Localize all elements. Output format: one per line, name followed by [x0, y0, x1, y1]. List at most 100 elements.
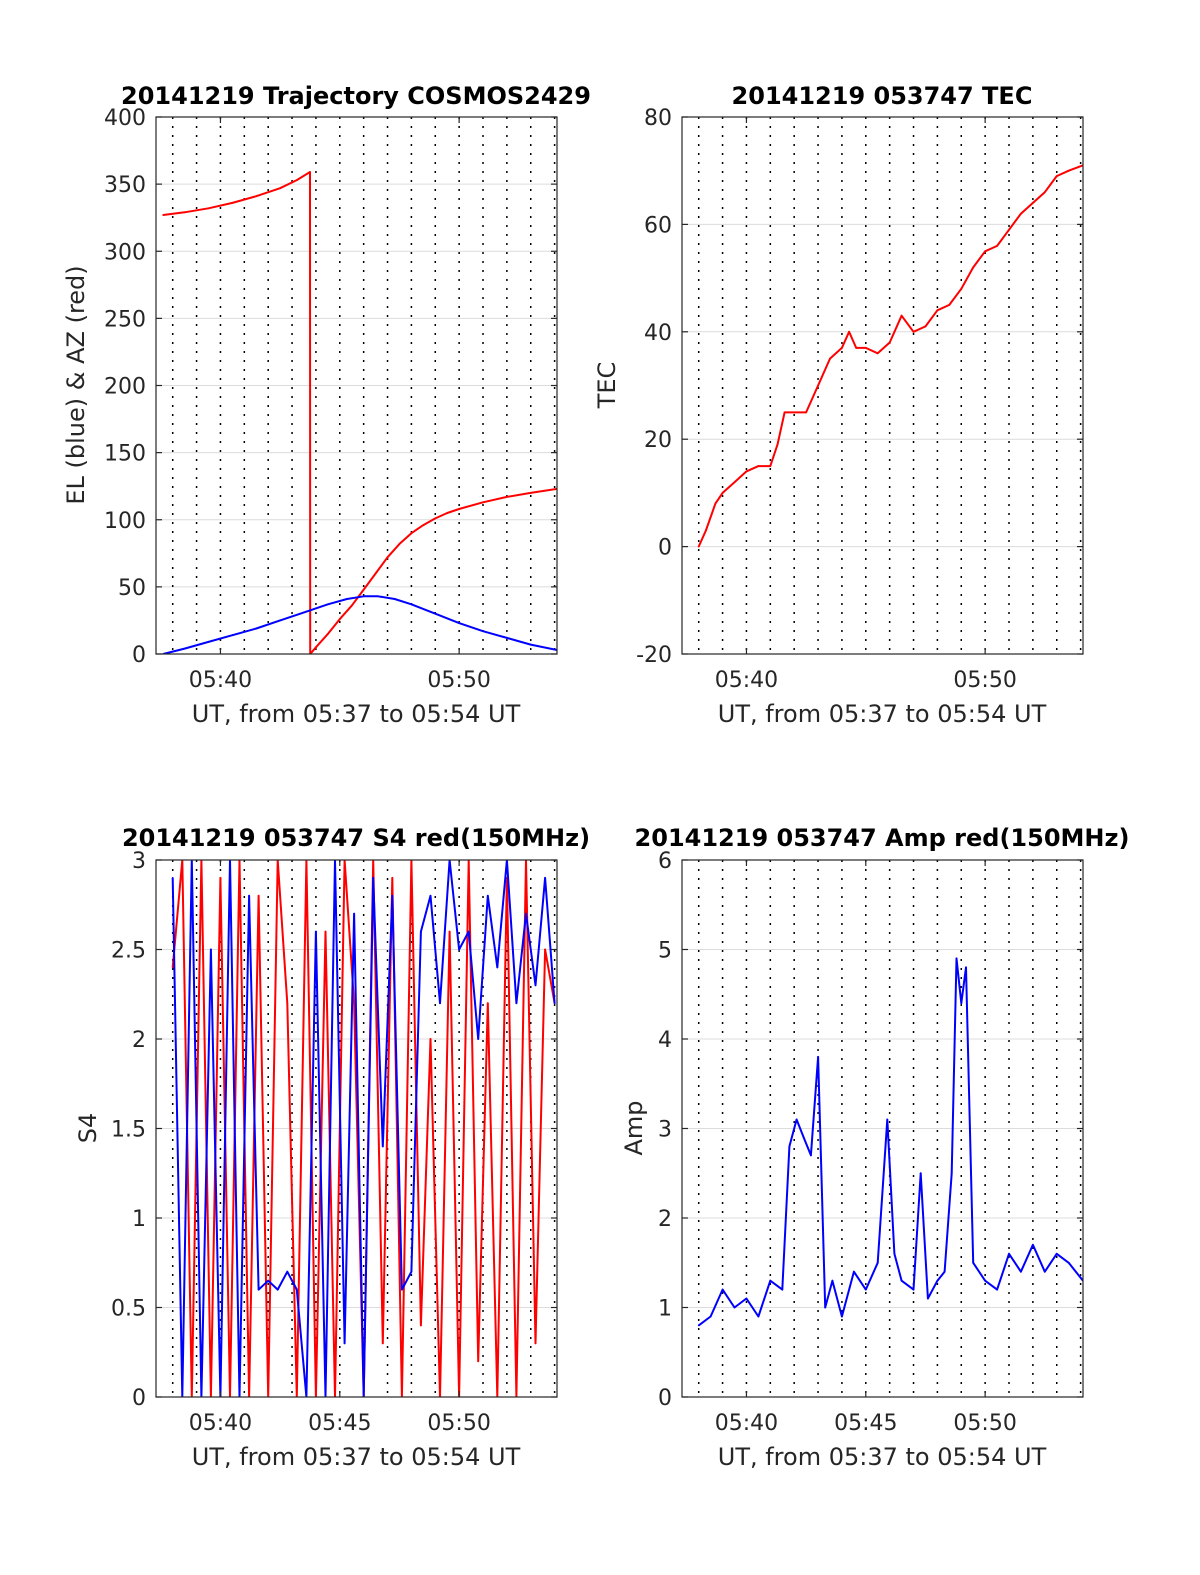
y-tick-label: 6 — [658, 849, 672, 874]
data-point — [467, 930, 470, 933]
data-point — [783, 411, 786, 414]
data-point — [309, 171, 311, 173]
data-point — [1067, 169, 1070, 172]
data-point — [855, 347, 858, 349]
data-point — [900, 1279, 903, 1282]
x-axis-label: UT, from 05:37 to 05:54 UT — [718, 1443, 1047, 1471]
data-point — [709, 1315, 712, 1318]
data-point — [295, 179, 298, 181]
data-point — [876, 1261, 879, 1264]
data-point — [829, 357, 831, 360]
data-point — [864, 1288, 867, 1291]
data-point — [943, 1270, 946, 1273]
data-point — [852, 1270, 855, 1273]
data-point — [936, 309, 939, 312]
data-point — [924, 325, 927, 328]
data-point — [1043, 1270, 1046, 1273]
data-point — [893, 1252, 896, 1255]
data-point — [374, 572, 377, 575]
series-line-blue — [171, 860, 556, 1397]
data-point — [171, 877, 174, 879]
data-point — [381, 1342, 384, 1345]
data-point — [420, 1324, 422, 1327]
data-point — [544, 877, 546, 879]
data-point — [257, 1288, 260, 1291]
data-point — [1055, 175, 1058, 177]
data-point — [486, 894, 489, 897]
y-tick-label: -20 — [636, 643, 672, 668]
data-point — [912, 330, 915, 333]
y-tick-label: 1 — [658, 1297, 672, 1322]
data-point — [544, 948, 546, 951]
x-tick-label: 05:50 — [427, 668, 490, 693]
data-point — [996, 1288, 998, 1291]
data-point — [733, 481, 736, 484]
y-tick-label: 0 — [132, 1386, 146, 1411]
data-point — [805, 411, 808, 414]
data-point — [1031, 202, 1034, 204]
data-point — [231, 202, 234, 204]
data-point — [324, 930, 327, 933]
y-tick-label: 3 — [132, 849, 146, 874]
data-point — [802, 1136, 805, 1139]
data-point — [326, 632, 329, 635]
data-point — [346, 598, 348, 600]
data-point — [276, 1288, 279, 1291]
y-tick-label: 0.5 — [111, 1297, 146, 1322]
data-point — [420, 930, 422, 933]
data-point — [757, 465, 760, 467]
data-point — [295, 1288, 298, 1291]
data-point — [458, 622, 461, 625]
data-point — [972, 1261, 975, 1264]
data-point — [900, 314, 903, 317]
data-point — [183, 647, 186, 650]
data-point — [888, 341, 891, 344]
data-point — [817, 384, 819, 387]
y-tick-label: 0 — [658, 536, 672, 561]
data-point — [1031, 1243, 1034, 1246]
data-point — [391, 894, 394, 897]
data-point — [267, 1279, 270, 1282]
x-tick-label: 05:40 — [189, 668, 252, 693]
y-tick-label: 3 — [658, 1118, 672, 1143]
data-point — [482, 630, 484, 633]
data-point — [876, 352, 879, 355]
y-axis-label: TEC — [593, 362, 621, 410]
data-point — [950, 1172, 953, 1175]
data-point — [496, 966, 499, 969]
data-point — [936, 1279, 939, 1282]
data-point — [697, 1324, 700, 1327]
data-point — [391, 877, 394, 879]
data-point — [848, 330, 850, 333]
series-line-red — [171, 860, 556, 1397]
data-point — [525, 912, 527, 915]
data-point — [207, 641, 210, 643]
data-point — [1020, 1270, 1022, 1273]
x-axis-label: UT, from 05:37 to 05:54 UT — [192, 700, 521, 728]
data-point — [350, 604, 353, 607]
y-tick-label: 350 — [104, 173, 146, 198]
x-tick-label: 05:40 — [715, 1411, 778, 1436]
y-tick-label: 400 — [104, 106, 146, 131]
data-point — [841, 347, 843, 349]
y-tick-label: 40 — [644, 321, 672, 346]
x-tick-label: 05:45 — [834, 1411, 897, 1436]
data-point — [209, 948, 212, 951]
data-point — [343, 1342, 346, 1345]
data-point — [776, 443, 779, 446]
x-axis-label: UT, from 05:37 to 05:54 UT — [192, 1443, 521, 1471]
trajectory-panel: 20141219 Trajectory COSMOS2429 UT, from … — [62, 82, 591, 728]
data-point — [458, 508, 461, 510]
data-point — [353, 1002, 356, 1005]
data-point — [714, 502, 717, 505]
data-point — [353, 912, 356, 915]
data-point — [482, 501, 484, 504]
data-point — [248, 894, 250, 897]
data-point — [1067, 1261, 1070, 1264]
data-point — [841, 1315, 843, 1318]
data-point — [1008, 1252, 1010, 1255]
data-point — [477, 1360, 480, 1363]
y-tick-label: 50 — [118, 576, 146, 601]
data-point — [486, 1002, 489, 1005]
